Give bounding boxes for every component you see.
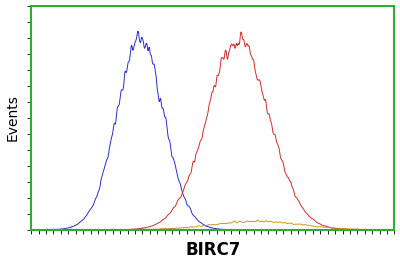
X-axis label: BIRC7: BIRC7 [185,241,240,259]
Y-axis label: Events: Events [6,94,20,141]
